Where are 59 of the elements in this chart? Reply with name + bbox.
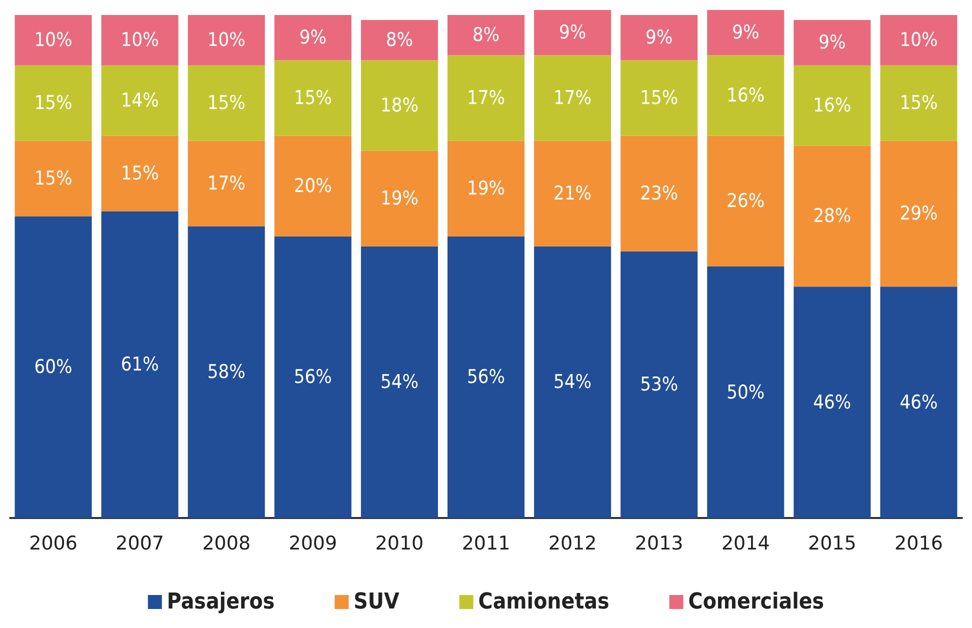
data-label: 19% [380,188,418,210]
data-label: 26% [726,190,765,212]
x-tick-label: 2012 [548,532,597,554]
data-label: 19% [467,178,505,200]
data-label: 17% [207,172,246,195]
data-label: 9% [299,26,326,49]
x-tick-label: 2006 [29,532,78,554]
data-label: 15% [120,162,159,184]
data-label: 17% [467,87,505,110]
data-label: 8% [386,29,414,52]
data-label: 23% [640,182,678,205]
data-label: 15% [34,167,72,190]
data-label: 9% [558,22,586,44]
data-label: 15% [640,87,678,110]
legend-label: Comerciales [688,590,824,614]
data-label: 8% [472,24,500,46]
data-label: 53% [640,374,678,396]
data-label: 16% [813,94,852,117]
x-tick-label: 2015 [808,532,856,554]
data-label: 14% [120,90,159,112]
x-tick-label: 2016 [894,532,943,554]
x-tick-label: 2008 [202,532,251,554]
data-label: 56% [467,366,505,388]
data-label: 15% [900,92,938,114]
data-label: 54% [554,371,592,394]
x-tick-label: 2009 [288,532,338,554]
data-label: 9% [732,22,760,44]
data-label: 10% [900,29,938,52]
data-label: 9% [646,26,673,49]
data-label: 61% [120,354,159,376]
data-label: 46% [813,391,852,414]
data-label: 58% [207,361,246,384]
data-label: 21% [554,182,592,205]
legend-label: Camionetas [478,590,610,614]
data-label: 10% [120,29,159,52]
data-label: 50% [726,381,765,404]
legend-label: SUV [354,590,400,614]
data-label: 10% [207,29,246,52]
data-label: 18% [380,94,418,117]
x-tick-label: 2011 [462,532,510,554]
data-label: 54% [380,371,418,394]
data-label: 15% [207,92,246,114]
data-label: 20% [294,175,332,198]
data-label: 15% [34,92,72,114]
data-label: 9% [818,32,846,54]
data-label: 56% [294,366,332,388]
data-label: 46% [900,391,938,414]
data-label: 16% [726,84,765,107]
legend-label: Pasajeros [166,590,275,614]
data-label: 28% [813,205,852,228]
data-label: 60% [34,356,72,378]
data-label: 29% [900,202,938,225]
data-label: 17% [554,87,592,110]
x-tick-label: 2007 [116,532,164,554]
x-tick-label: 2010 [375,532,424,554]
data-label: 10% [34,29,72,52]
data-label: 15% [294,87,332,110]
x-tick-label: 2014 [721,532,770,554]
x-tick-label: 2013 [634,532,684,554]
